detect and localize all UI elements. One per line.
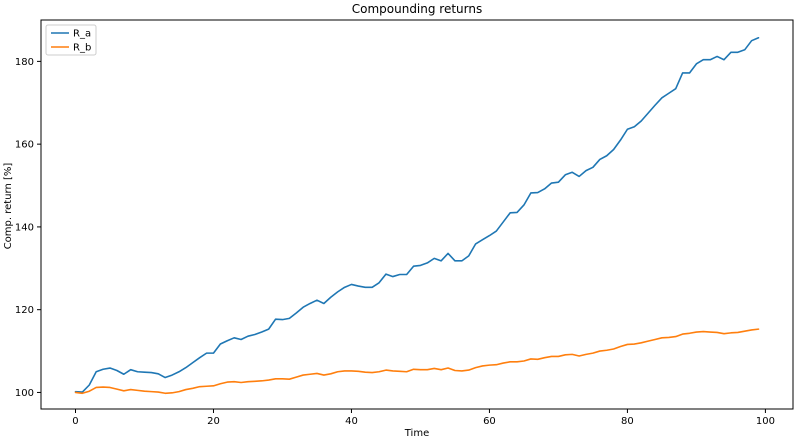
y-tick-label: 100 (15, 388, 34, 399)
x-tick-label: 0 (72, 416, 78, 427)
plot-area-frame (40, 19, 794, 410)
x-axis-label: Time (404, 428, 429, 439)
y-tick-label: 120 (15, 305, 34, 316)
legend: R_a R_b (45, 24, 97, 56)
series-line-r-b (74, 328, 760, 395)
y-tick-label: 140 (15, 222, 34, 233)
x-tick-label: 80 (621, 416, 634, 427)
x-tick-label: 20 (207, 416, 220, 427)
x-tick-label: 100 (756, 416, 775, 427)
legend-label: R_a (73, 29, 91, 40)
y-tick-label: 160 (15, 140, 34, 151)
series-line-r-a (74, 36, 760, 393)
legend-label: R_b (73, 43, 91, 54)
y-tick-label: 180 (15, 57, 34, 68)
y-axis: 100 120 140 160 180 (15, 57, 41, 399)
x-tick-label: 60 (483, 416, 496, 427)
y-axis-label: Comp. return [%] (3, 163, 14, 250)
x-tick-label: 40 (345, 416, 358, 427)
series-layer (74, 36, 760, 395)
chart-title: Compounding returns (352, 2, 483, 16)
x-axis: 0 20 40 60 80 100 (72, 409, 775, 427)
